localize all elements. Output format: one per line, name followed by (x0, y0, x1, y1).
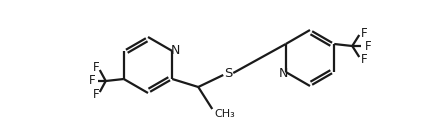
Text: F: F (92, 60, 99, 73)
Text: N: N (279, 67, 288, 80)
Text: F: F (88, 73, 95, 86)
Text: F: F (365, 40, 372, 53)
Text: F: F (361, 27, 368, 40)
Text: F: F (92, 87, 99, 100)
Text: N: N (171, 44, 180, 57)
Text: F: F (361, 53, 368, 66)
Text: CH₃: CH₃ (214, 109, 235, 119)
Text: S: S (224, 67, 233, 80)
